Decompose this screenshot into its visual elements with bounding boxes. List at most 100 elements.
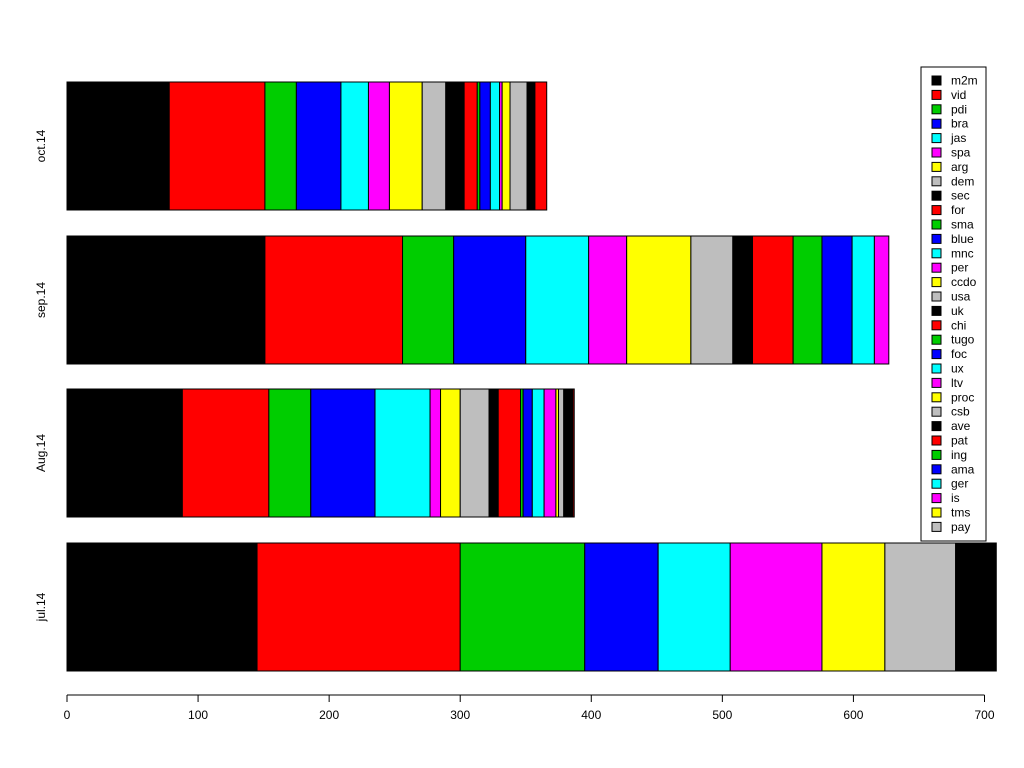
legend-label-mnc: mnc: [951, 246, 974, 260]
bar-segment-spa-oct.14: [367, 81, 390, 211]
legend-swatch-ama: [931, 464, 942, 475]
legend-swatch-is: [931, 493, 942, 504]
bar-segment-dem-oct.14: [421, 81, 447, 211]
legend-swatch-blue: [931, 233, 942, 244]
legend-swatch-foc: [931, 349, 942, 360]
bar-segment-m2m-Aug.14: [66, 388, 183, 518]
legend-box: [920, 66, 987, 542]
x-tick-label-200: 200: [319, 708, 339, 722]
legend-label-pdi: pdi: [951, 102, 967, 116]
legend-swatch-ccdo: [931, 277, 942, 288]
bar-segment-blue-sep.14: [821, 235, 853, 365]
legend-swatch-m2m: [931, 75, 942, 86]
bar-segment-sec-Aug.14: [488, 388, 499, 518]
legend-swatch-pdi: [931, 104, 942, 115]
category-label-sep.14: sep.14: [34, 282, 48, 318]
legend-label-dem: dem: [951, 174, 974, 188]
x-tick-label-0: 0: [64, 708, 71, 722]
legend-label-ger: ger: [951, 477, 968, 491]
legend-label-proc: proc: [951, 390, 974, 404]
legend-swatch-pat: [931, 435, 942, 446]
legend-label-ltv: ltv: [951, 376, 963, 390]
legend-label-tms: tms: [951, 506, 970, 520]
legend-swatch-sec: [931, 190, 942, 201]
legend-label-usa: usa: [951, 290, 971, 304]
legend-label-m2m: m2m: [951, 74, 978, 88]
x-tick-label-500: 500: [712, 708, 732, 722]
legend-swatch-chi: [931, 320, 942, 331]
legend-label-uk: uk: [951, 304, 965, 318]
bar-segment-vid-oct.14: [168, 81, 266, 211]
bar-segment-pdi-oct.14: [264, 81, 297, 211]
x-tick-label-300: 300: [450, 708, 470, 722]
bar-segment-for-oct.14: [463, 81, 478, 211]
legend-label-sma: sma: [951, 218, 974, 232]
bar-segment-bra-Aug.14: [310, 388, 376, 518]
bar-segment-dem-sep.14: [690, 235, 734, 365]
legend-label-ing: ing: [951, 448, 967, 462]
legend-swatch-usa: [931, 291, 942, 302]
x-axis: 0 100 200 300 400 500 600 700: [64, 694, 995, 722]
x-tick-label-700: 700: [974, 708, 994, 722]
bar-segment-mnc-oct.14: [489, 81, 501, 211]
bar-segment-dem-Aug.14: [459, 388, 490, 518]
legend-label-ama: ama: [951, 462, 975, 476]
legend-label-chi: chi: [951, 318, 966, 332]
bar-segment-spa-Aug.14: [429, 388, 442, 518]
bar-segment-sec-oct.14: [445, 81, 465, 211]
x-tick-label-600: 600: [843, 708, 863, 722]
bar-segment-pdi-sep.14: [402, 235, 455, 365]
bar-segment-jas-sep.14: [525, 235, 590, 365]
legend-label-pat: pat: [951, 434, 968, 448]
bar-segment-spa-jul.14: [729, 542, 823, 672]
legend-swatch-sma: [931, 219, 942, 230]
legend-label-ux: ux: [951, 362, 964, 376]
legend-swatch-bra: [931, 118, 942, 129]
bar-segment-for-Aug.14: [497, 388, 522, 518]
bar-segment-sec-sep.14: [732, 235, 754, 365]
bar-segment-dem-jul.14: [884, 542, 957, 672]
legend-swatch-ing: [931, 449, 942, 460]
x-tick-label-100: 100: [188, 708, 208, 722]
bar-segment-pdi-jul.14: [459, 542, 586, 672]
bar-segment-pdi-Aug.14: [268, 388, 312, 518]
bar-segment-sec-jul.14: [955, 542, 997, 672]
bar-segment-vid-sep.14: [264, 235, 404, 365]
legend: m2mvidpdibrajasspaargdemsecforsmabluemnc…: [920, 66, 987, 542]
legend-swatch-ltv: [931, 377, 942, 388]
legend-label-vid: vid: [951, 88, 966, 102]
bar-segment-usa-Aug.14: [558, 388, 565, 518]
legend-swatch-for: [931, 205, 942, 216]
bar-segment-arg-sep.14: [626, 235, 692, 365]
legend-swatch-mnc: [931, 248, 942, 259]
legend-label-jas: jas: [950, 131, 966, 145]
legend-swatch-jas: [931, 133, 942, 144]
legend-label-for: for: [951, 203, 965, 217]
bar-segment-arg-Aug.14: [440, 388, 461, 518]
legend-label-spa: spa: [951, 146, 971, 160]
legend-swatch-arg: [931, 161, 942, 172]
legend-swatch-csb: [931, 406, 942, 417]
bar-segment-jas-Aug.14: [374, 388, 431, 518]
legend-label-per: per: [951, 261, 968, 275]
bar-segments: [66, 81, 997, 672]
bar-segment-per-Aug.14: [543, 388, 557, 518]
legend-swatch-tms: [931, 507, 942, 518]
bar-segment-jas-jul.14: [657, 542, 731, 672]
bar-segment-m2m-jul.14: [66, 542, 258, 672]
legend-swatch-per: [931, 262, 942, 273]
legend-label-ccdo: ccdo: [951, 275, 977, 289]
bar-segment-for-sep.14: [752, 235, 794, 365]
bar-segment-bra-oct.14: [295, 81, 342, 211]
legend-label-arg: arg: [951, 160, 968, 174]
legend-label-csb: csb: [951, 405, 970, 419]
bar-segment-vid-jul.14: [256, 542, 461, 672]
bar-segment-chi-oct.14: [534, 81, 548, 211]
legend-swatch-vid: [931, 89, 942, 100]
bar-segment-vid-Aug.14: [181, 388, 270, 518]
bar-segment-jas-oct.14: [340, 81, 369, 211]
bar-segment-mnc-sep.14: [851, 235, 875, 365]
bar-segment-per-sep.14: [873, 235, 890, 365]
category-label-oct.14: oct.14: [34, 129, 48, 162]
